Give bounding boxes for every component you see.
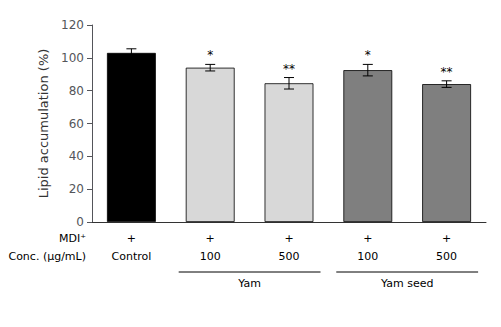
svg-text:Lipid accumulation (%): Lipid accumulation (%) xyxy=(36,49,51,199)
svg-text:+: + xyxy=(442,232,451,245)
svg-text:100: 100 xyxy=(200,250,221,263)
svg-text:*: * xyxy=(207,48,213,62)
svg-text:+: + xyxy=(127,232,136,245)
svg-text:Yam seed: Yam seed xyxy=(380,277,433,290)
svg-text:100: 100 xyxy=(61,51,84,65)
svg-text:80: 80 xyxy=(69,84,84,98)
svg-text:Control: Control xyxy=(112,250,152,263)
svg-text:500: 500 xyxy=(436,250,457,263)
svg-text:MDI⁺: MDI⁺ xyxy=(59,232,86,245)
svg-text:0: 0 xyxy=(76,215,84,229)
svg-text:20: 20 xyxy=(69,182,84,196)
svg-text:120: 120 xyxy=(61,18,84,32)
svg-text:**: ** xyxy=(283,62,295,76)
svg-text:40: 40 xyxy=(69,149,84,163)
svg-text:100: 100 xyxy=(357,250,378,263)
svg-text:60: 60 xyxy=(69,117,84,131)
svg-text:**: ** xyxy=(441,65,453,79)
svg-text:500: 500 xyxy=(279,250,300,263)
svg-text:+: + xyxy=(284,232,293,245)
svg-text:*: * xyxy=(365,48,371,62)
svg-text:+: + xyxy=(363,232,372,245)
svg-text:+: + xyxy=(206,232,215,245)
svg-text:Conc. (μg/mL): Conc. (μg/mL) xyxy=(8,250,86,263)
svg-text:Yam: Yam xyxy=(237,277,261,290)
